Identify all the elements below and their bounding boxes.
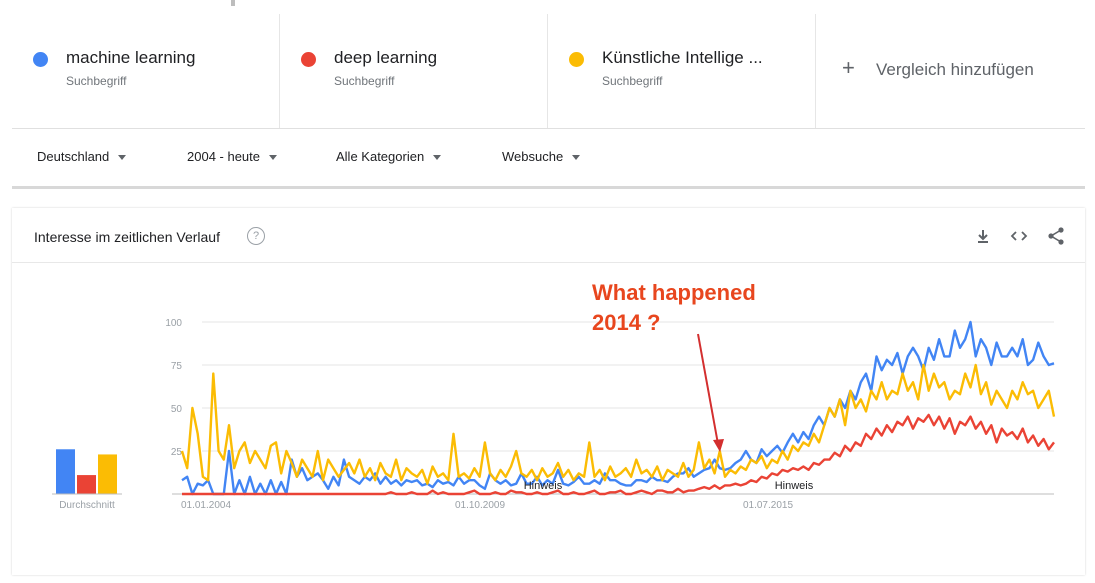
search-terms-bar: machine learning Suchbegriff deep learni… xyxy=(12,14,1085,129)
category-dropdown[interactable]: Alle Kategorien xyxy=(336,149,442,164)
term-kuenstliche-intelligenz[interactable]: Künstliche Intellige ... Suchbegriff xyxy=(548,14,816,128)
y-tick-label: 75 xyxy=(171,361,183,372)
card-title: Interesse im zeitlichen Verlauf xyxy=(34,229,220,245)
average-label: Durchschnitt xyxy=(59,500,115,511)
region-label: Deutschland xyxy=(37,149,110,164)
y-tick-label: 50 xyxy=(171,404,183,415)
average-bar xyxy=(77,475,96,494)
series-line-0 xyxy=(181,320,1055,496)
annotation-arrowhead xyxy=(713,439,724,452)
x-tick-label: 01.07.2015 xyxy=(743,500,793,511)
cursor-mark-icon xyxy=(231,0,235,6)
filter-bar: Deutschland 2004 - heute Alle Kategorien… xyxy=(12,130,1085,186)
x-tick-label: 01.01.2004 xyxy=(181,500,231,511)
term-machine-learning[interactable]: machine learning Suchbegriff xyxy=(12,14,280,128)
interest-over-time-card: Interesse im zeitlichen Verlauf ? 25 50 75… xyxy=(12,208,1085,575)
annotation-text: What happened 2014 ? xyxy=(592,280,756,335)
plus-icon: + xyxy=(842,55,855,80)
note-label: Hinweis xyxy=(524,480,563,492)
add-comparison-button[interactable]: + Vergleich hinzufügen xyxy=(816,14,1085,128)
embed-icon[interactable] xyxy=(1009,226,1029,246)
search-type-dropdown[interactable]: Websuche xyxy=(502,149,581,164)
search-type-label: Websuche xyxy=(502,149,564,164)
term-type: Suchbegriff xyxy=(334,74,395,88)
help-icon[interactable]: ? xyxy=(247,227,265,245)
y-tick-label: 25 xyxy=(171,447,183,458)
share-icon[interactable] xyxy=(1046,226,1066,246)
color-dot-icon xyxy=(301,52,316,67)
add-comparison-label: Vergleich hinzufügen xyxy=(876,60,1034,79)
time-dropdown[interactable]: 2004 - heute xyxy=(187,149,278,164)
term-deep-learning[interactable]: deep learning Suchbegriff xyxy=(280,14,548,128)
card-header: Interesse im zeitlichen Verlauf ? xyxy=(12,208,1085,263)
y-tick-label: 100 xyxy=(165,318,182,329)
download-icon[interactable] xyxy=(973,226,993,246)
category-label: Alle Kategorien xyxy=(336,149,425,164)
time-label: 2004 - heute xyxy=(187,149,261,164)
term-name: machine learning xyxy=(66,48,196,67)
term-type: Suchbegriff xyxy=(602,74,663,88)
x-tick-label: 01.10.2009 xyxy=(455,500,505,511)
color-dot-icon xyxy=(33,52,48,67)
average-bar xyxy=(98,454,117,494)
series-line-1 xyxy=(182,413,1055,496)
term-type: Suchbegriff xyxy=(66,74,127,88)
average-bar xyxy=(56,449,75,494)
interest-chart: 25 50 75 100 01.01.2004 01.10.2009 01.07.2015 H… xyxy=(52,318,1056,511)
caret-down-icon xyxy=(433,155,442,161)
caret-down-icon xyxy=(572,155,581,161)
region-dropdown[interactable]: Deutschland xyxy=(37,149,127,164)
term-name: Künstliche Intellige ... xyxy=(602,48,763,67)
color-dot-icon xyxy=(569,52,584,67)
term-name: deep learning xyxy=(334,48,438,67)
caret-down-icon xyxy=(269,155,278,161)
note-label: Hinweis xyxy=(775,480,814,492)
divider xyxy=(12,186,1085,189)
series-line-2 xyxy=(180,363,1056,485)
caret-down-icon xyxy=(118,155,127,161)
annotation-arrow xyxy=(697,333,719,445)
